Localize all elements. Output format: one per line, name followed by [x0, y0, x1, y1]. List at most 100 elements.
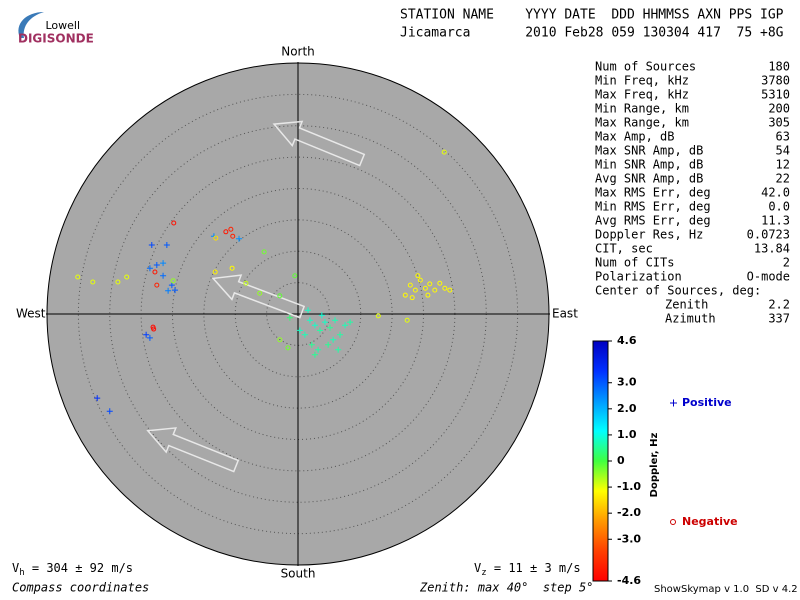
stat-label: Min Range, km — [595, 102, 689, 116]
source-negative — [441, 149, 447, 155]
source-positive — [168, 282, 175, 289]
source-positive — [347, 319, 354, 326]
source-negative — [223, 229, 229, 235]
stat-label: Max RMS Err, deg — [595, 186, 711, 200]
logo-bottom: DIGISONDE — [18, 32, 94, 46]
source-positive — [316, 327, 323, 334]
source-negative — [151, 326, 157, 332]
colorbar-fill — [592, 340, 609, 582]
drift-arrow — [272, 120, 366, 167]
source-negative — [124, 274, 130, 280]
source-negative — [404, 317, 410, 323]
colorbar-tick-label: 0 — [617, 454, 625, 467]
source-negative — [402, 292, 408, 298]
source-negative — [437, 280, 443, 286]
drift-arrow — [146, 427, 240, 473]
stat-label: Max SNR Amp, dB — [595, 144, 703, 158]
source-negative — [213, 235, 219, 241]
source-negative — [243, 280, 249, 286]
source-positive — [146, 334, 153, 341]
stat-value: 337 — [768, 312, 790, 326]
drift-arrow — [211, 274, 306, 319]
source-positive — [337, 331, 344, 338]
source-negative — [425, 292, 431, 298]
vz-text: Vz = 11 ± 3 m/s — [474, 561, 581, 578]
source-negative — [415, 273, 421, 279]
footer-right: ShowSkymap v 1.0 SD v 4.2 — [654, 584, 798, 595]
direction-label: West — [16, 307, 46, 321]
direction-label: North — [281, 45, 315, 59]
source-positive — [148, 241, 155, 248]
colorbar-tick-label: 3.0 — [617, 376, 637, 389]
colorbar-tick-label: -3.0 — [617, 532, 641, 545]
stat-value: 12 — [776, 158, 790, 172]
source-positive — [106, 408, 113, 415]
source-negative — [170, 278, 176, 284]
stat-label: Polarization — [595, 270, 682, 284]
stat-label: Avg RMS Err, deg — [595, 214, 711, 228]
source-negative — [229, 265, 235, 271]
source-negative — [75, 274, 81, 280]
source-negative — [261, 249, 267, 255]
stat-label: Max Range, km — [595, 116, 689, 130]
logo-swoosh — [18, 12, 44, 38]
stat-value: 2 — [783, 256, 790, 270]
stat-value: 0.0 — [768, 200, 790, 214]
source-negative — [292, 273, 298, 279]
legend-marker — [670, 519, 676, 525]
stat-value: 3780 — [761, 74, 790, 88]
source-positive — [315, 346, 322, 353]
source-positive — [306, 317, 313, 324]
source-positive — [286, 314, 293, 321]
source-positive — [163, 241, 170, 248]
legend-label: Positive — [682, 396, 732, 409]
stat-label: Min RMS Err, deg — [595, 200, 711, 214]
source-positive — [143, 331, 150, 338]
stat-value: 200 — [768, 102, 790, 116]
colorbar-tick-label: 2.0 — [617, 402, 637, 415]
source-negative — [257, 290, 263, 296]
direction-label: South — [281, 567, 316, 581]
colorbar-tick-label: -2.0 — [617, 506, 641, 519]
source-positive — [327, 324, 334, 331]
source-negative — [277, 293, 283, 299]
stat-value: 5310 — [761, 88, 790, 102]
source-positive — [301, 331, 308, 338]
drift-arrows — [146, 120, 366, 473]
footer-center: Zenith: max 40° step 5° — [419, 581, 593, 595]
stat-value: 54 — [776, 144, 790, 158]
source-negative — [422, 285, 428, 291]
direction-label: East — [552, 307, 578, 321]
legend-label: Negative — [682, 515, 738, 528]
source-negative — [427, 281, 433, 287]
stat-value: 13.84 — [754, 242, 790, 256]
source-positive — [165, 287, 172, 294]
source-negative — [417, 277, 423, 283]
source-positive — [296, 327, 303, 334]
source-positive — [335, 346, 342, 353]
stat-label: Avg SNR Amp, dB — [595, 172, 703, 186]
stat-value: O-mode — [747, 270, 790, 284]
source-negative — [230, 233, 236, 239]
source-positive — [94, 395, 101, 402]
footer-left: Compass coordinates — [12, 581, 149, 595]
source-negative — [442, 285, 448, 291]
vh-text: Vh = 304 ± 92 m/s — [12, 561, 133, 578]
stat-label: Num of Sources — [595, 60, 696, 74]
source-positive — [305, 307, 312, 314]
stat-value: 22 — [776, 172, 790, 186]
source-positive — [308, 341, 315, 348]
source-positive — [342, 322, 349, 329]
source-negative — [115, 279, 121, 285]
source-positive — [153, 262, 160, 269]
source-negative — [409, 295, 415, 301]
stat-value: 63 — [776, 130, 790, 144]
source-negative — [447, 287, 453, 293]
colorbar-tick-label: 4.6 — [617, 334, 637, 347]
source-negative — [154, 282, 160, 288]
source-positive — [236, 235, 243, 242]
source-negative — [412, 287, 418, 293]
stat-value: 11.3 — [761, 214, 790, 228]
source-positive — [160, 260, 167, 267]
